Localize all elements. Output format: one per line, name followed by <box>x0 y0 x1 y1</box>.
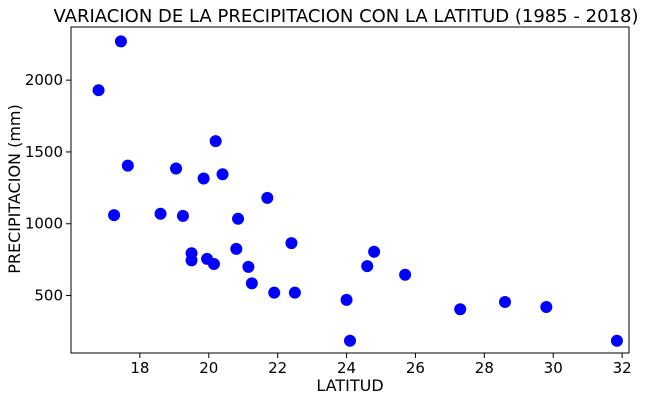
x-axis: 18 20 22 24 26 28 30 32 <box>130 353 632 377</box>
chart-title: VARIACION DE LA PRECIPITACION CON LA LAT… <box>54 6 639 27</box>
x-tick-label: 18 <box>130 359 149 377</box>
x-tick-label: 32 <box>613 359 632 377</box>
data-point <box>185 254 198 267</box>
data-point <box>154 207 167 220</box>
data-point <box>197 172 210 185</box>
data-point <box>285 237 298 250</box>
x-axis-label: LATITUD <box>316 376 383 395</box>
data-point <box>170 162 183 175</box>
data-point <box>368 245 381 258</box>
plot-frame <box>70 26 630 354</box>
x-tick-label: 30 <box>544 359 563 377</box>
y-axis-label: PRECIPITACION (mm) <box>5 104 24 274</box>
data-point <box>108 209 121 222</box>
y-tick-label: 1500 <box>25 143 63 161</box>
data-point <box>242 260 255 273</box>
plot-area <box>70 26 630 354</box>
data-point <box>399 268 412 281</box>
data-point <box>261 191 274 204</box>
data-point <box>230 242 243 255</box>
y-tick-label: 2000 <box>25 71 63 89</box>
x-tick-label: 24 <box>337 359 356 377</box>
y-axis: 500 1000 1500 2000 <box>25 71 71 305</box>
data-point <box>209 135 222 148</box>
data-point <box>344 334 356 347</box>
data-point <box>361 260 374 273</box>
data-point <box>232 212 245 225</box>
x-tick-label: 26 <box>406 359 425 377</box>
x-tick-label: 28 <box>475 359 494 377</box>
data-point <box>340 293 353 306</box>
x-tick-label: 22 <box>268 359 287 377</box>
data-point <box>499 296 511 309</box>
data-point <box>245 277 258 290</box>
data-point <box>216 168 229 181</box>
x-tick-label: 20 <box>199 359 218 377</box>
y-tick-label: 1000 <box>25 215 63 233</box>
y-tick-label: 500 <box>34 287 63 305</box>
data-point <box>114 35 127 48</box>
data-point <box>92 84 105 97</box>
data-point <box>176 209 189 222</box>
data-point <box>454 303 467 316</box>
data-point <box>121 159 134 172</box>
data-point <box>610 334 623 347</box>
data-point <box>268 286 281 299</box>
data-points <box>92 35 623 347</box>
data-point <box>207 257 220 270</box>
data-point <box>288 286 301 299</box>
data-point <box>540 301 553 314</box>
